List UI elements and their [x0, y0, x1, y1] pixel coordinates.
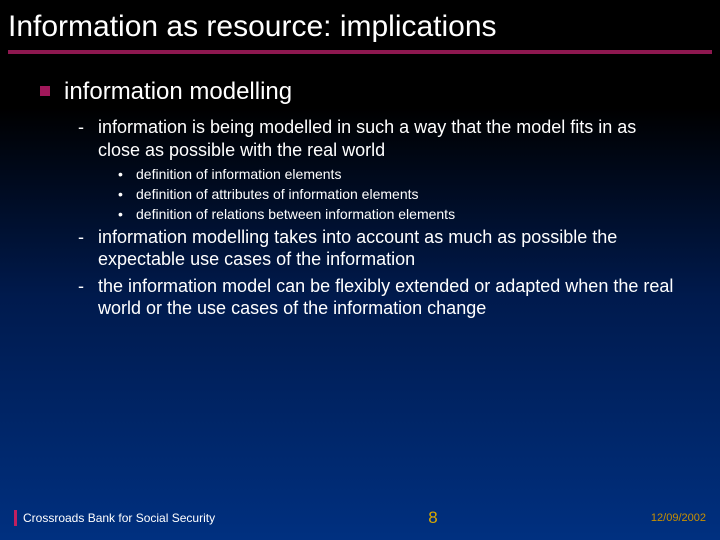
dash-bullet-icon: -	[78, 226, 90, 249]
footer-page-number: 8	[428, 508, 437, 528]
dash-bullet-icon: -	[78, 116, 90, 139]
dot-bullet-icon: •	[118, 185, 130, 203]
bullet-level3: • definition of relations between inform…	[118, 205, 680, 223]
footer-accent-bar-icon	[14, 510, 17, 526]
slide-content: information modelling - information is b…	[0, 54, 720, 320]
dot-bullet-icon: •	[118, 205, 130, 223]
level2-text: the information model can be flexibly ex…	[98, 275, 680, 320]
bullet-level2: - the information model can be flexibly …	[78, 275, 680, 320]
footer-date: 12/09/2002	[651, 512, 706, 524]
bullet-level2: - information is being modelled in such …	[78, 116, 680, 161]
title-area: Information as resource: implications	[0, 0, 720, 54]
slide-footer: Crossroads Bank for Social Security 8 12…	[0, 508, 720, 528]
level3-text: definition of attributes of information …	[136, 185, 419, 203]
bullet-level1: information modelling	[40, 78, 680, 106]
level1-text: information modelling	[64, 78, 292, 106]
footer-left: Crossroads Bank for Social Security	[14, 510, 215, 526]
footer-organization: Crossroads Bank for Social Security	[23, 511, 215, 525]
bullet-level3: • definition of attributes of informatio…	[118, 185, 680, 203]
level2-text: information modelling takes into account…	[98, 226, 680, 271]
slide-title: Information as resource: implications	[8, 10, 712, 44]
level3-text: definition of relations between informat…	[136, 205, 455, 223]
bullet-level3: • definition of information elements	[118, 165, 680, 183]
square-bullet-icon	[40, 86, 50, 96]
dot-bullet-icon: •	[118, 165, 130, 183]
dash-bullet-icon: -	[78, 275, 90, 298]
level2-text: information is being modelled in such a …	[98, 116, 680, 161]
level3-text: definition of information elements	[136, 165, 341, 183]
bullet-level2: - information modelling takes into accou…	[78, 226, 680, 271]
